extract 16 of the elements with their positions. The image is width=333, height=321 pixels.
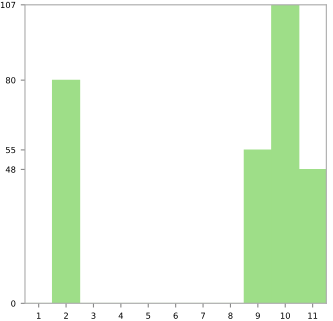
x-tick-label: 7 (201, 312, 205, 319)
x-tick-label: 6 (174, 312, 178, 319)
x-tick-label: 10 (280, 312, 290, 319)
x-tick-label: 9 (256, 312, 260, 319)
x-tick-label: 3 (91, 312, 96, 319)
x-tick-label: 4 (118, 312, 124, 319)
x-tick-label: 5 (146, 312, 150, 319)
x-tick-label: 11 (308, 312, 318, 319)
x-tick-label: 2 (64, 312, 68, 319)
y-tick-label: 80 (6, 77, 16, 84)
y-tick-label: 55 (6, 146, 16, 154)
y-tick-label: 48 (6, 166, 16, 173)
x-tick-label: 8 (228, 312, 233, 319)
x-tick-label: 1 (36, 312, 41, 319)
y-tick-label: 107 (0, 2, 16, 8)
y-tick-label: 0 (11, 300, 16, 307)
